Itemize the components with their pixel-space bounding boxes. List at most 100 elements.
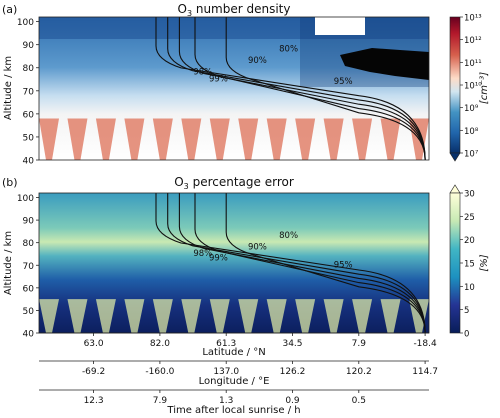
colorbar-tick-label: 10⁹ xyxy=(464,104,479,114)
x-tick-label: 120.2 xyxy=(346,367,372,377)
colorbar-tick-label: 10 xyxy=(464,283,475,293)
panel-a-colorbar-label: [cm⁻³] xyxy=(479,72,490,104)
spike-mark xyxy=(181,299,202,333)
x-tick-label: 82.0 xyxy=(150,339,170,349)
panel-b-colorbar-label: [%] xyxy=(479,254,490,271)
colorbar-tick-label: 0 xyxy=(464,330,469,340)
colorbar-tick-label: 30 xyxy=(464,190,475,200)
y-tick-label: 80 xyxy=(23,239,35,249)
x-tick-label: 0.9 xyxy=(285,396,300,406)
contour-label: 98% xyxy=(193,68,212,78)
spike-mark xyxy=(380,299,401,333)
panel-a-low-altitude-spikes xyxy=(39,118,429,160)
panel-a-colorbar: 10¹³ 10¹² 10¹¹ 10¹⁰ 10⁹ 10⁸ 10⁷ [cm⁻³] xyxy=(449,14,490,162)
colorbar-tick-label: 10¹³ xyxy=(464,14,482,24)
y-tick-label: 60 xyxy=(23,110,35,120)
y-tick-label: 50 xyxy=(23,133,35,143)
contour-line xyxy=(178,17,426,160)
spike-mark xyxy=(352,118,373,160)
panel-b-y-label: Altitude / km xyxy=(3,231,14,295)
colorbar-tick-label: 10⁸ xyxy=(464,127,479,137)
colorbar-tick-label: 10¹¹ xyxy=(464,59,482,69)
x-tick-label: 61.3 xyxy=(216,339,236,349)
spike-mark xyxy=(295,299,316,333)
colorbar-tick-label: 10¹² xyxy=(464,36,482,46)
panel-b-y-axis: 40 50 60 70 80 90 100 xyxy=(17,194,39,340)
contour-label: 80% xyxy=(279,45,298,55)
y-tick-label: 100 xyxy=(17,194,34,204)
contour-line xyxy=(194,193,426,333)
y-tick-label: 60 xyxy=(23,284,35,294)
y-tick-label: 50 xyxy=(23,307,35,317)
spike-mark xyxy=(209,299,230,333)
x-tick-label: 7.9 xyxy=(352,339,367,349)
colorbar-tick-label: 25 xyxy=(464,213,475,223)
spike-mark xyxy=(95,118,116,160)
spike-mark xyxy=(152,118,173,160)
panel-a-plot-area: 80% 90% 95% 98%99% xyxy=(39,17,429,160)
spike-mark xyxy=(209,118,230,160)
panel-b-colorbar-extend-triangle xyxy=(449,184,461,194)
panel-b-plot-area: 80% 90% 95% 98%99% xyxy=(39,193,429,333)
contour-label: 90% xyxy=(248,242,267,252)
spike-mark xyxy=(39,299,59,333)
panel-a-y-label: Altitude / km xyxy=(3,56,14,120)
panel-b-title: O3 percentage error xyxy=(174,175,294,191)
y-tick-label: 90 xyxy=(23,41,35,51)
spike-mark xyxy=(295,118,316,160)
contour-label: 80% xyxy=(279,231,298,241)
contour-line xyxy=(155,193,426,333)
x-tick-label: 126.2 xyxy=(280,367,306,377)
panel-a-title: O3 number density xyxy=(177,2,290,18)
spike-mark xyxy=(266,118,287,160)
spike-mark xyxy=(352,299,373,333)
spike-mark xyxy=(380,118,401,160)
panel-a-contours: 80% 90% 95% 98%99% xyxy=(155,17,426,160)
x-tick-label: -69.2 xyxy=(82,367,105,377)
spike-mark xyxy=(95,299,116,333)
y-tick-label: 40 xyxy=(23,330,35,340)
contour-label: 95% xyxy=(334,261,353,271)
colorbar-tick-label: 15 xyxy=(464,260,475,270)
panel-a-y-axis: 40 50 60 70 80 90 100 xyxy=(17,18,39,167)
contour-line xyxy=(225,17,426,160)
contour-label: 99% xyxy=(209,254,228,264)
spike-mark xyxy=(67,118,88,160)
spike-mark xyxy=(323,299,344,333)
y-tick-label: 90 xyxy=(23,217,35,227)
spike-mark xyxy=(39,118,59,160)
panel-b-colorbar: 30 25 20 15 10 5 0 [%] xyxy=(449,184,490,340)
spike-mark xyxy=(238,299,259,333)
spike-mark xyxy=(152,299,173,333)
contour-line xyxy=(194,17,426,160)
panel-a-frame xyxy=(38,16,430,161)
colorbar-tick-label: 20 xyxy=(464,236,475,246)
latitude-axis-label: Latitude / °N xyxy=(202,347,265,358)
spike-mark xyxy=(67,299,88,333)
contour-line xyxy=(155,17,426,160)
x-tick-label: 34.5 xyxy=(282,339,302,349)
contour-line xyxy=(167,193,426,333)
panel-a-label: (a) xyxy=(2,3,17,16)
x-tick-label: -160.0 xyxy=(145,367,174,377)
y-tick-label: 70 xyxy=(23,262,35,272)
x-tick-label: 1.3 xyxy=(219,396,233,406)
contour-label: 90% xyxy=(248,56,267,66)
panel-a-colorbar-extend-triangle xyxy=(449,152,461,162)
y-tick-label: 100 xyxy=(17,18,34,28)
x-tick-label: 137.0 xyxy=(213,367,239,377)
y-tick-label: 80 xyxy=(23,64,35,74)
contour-label: 99% xyxy=(209,75,228,85)
contour-label: 95% xyxy=(334,77,353,87)
spike-mark xyxy=(124,118,145,160)
y-tick-label: 40 xyxy=(23,157,35,167)
contour-line xyxy=(225,193,426,333)
time-axis-label: Time after local sunrise / h xyxy=(166,405,300,416)
spike-mark xyxy=(124,299,145,333)
spike-mark xyxy=(181,118,202,160)
x-axes: 63.0 82.0 61.3 34.5 7.9 -18.4 -69.2 -160.0 137.0… xyxy=(39,332,438,406)
longitude-axis-label: Longitude / °E xyxy=(199,376,270,387)
x-tick-label: 114.7 xyxy=(412,367,438,377)
spike-mark xyxy=(238,118,259,160)
